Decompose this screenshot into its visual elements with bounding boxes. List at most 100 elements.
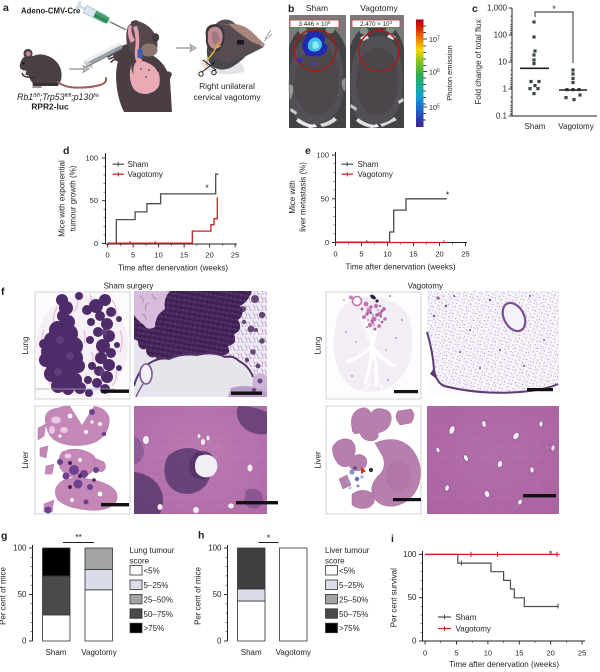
svg-text:RPR2-luc: RPR2-luc [31,102,69,112]
svg-text:Per cent of mice: Per cent of mice [0,567,8,625]
svg-text:100: 100 [316,151,329,160]
svg-text:score: score [325,557,345,566]
svg-text:*: * [205,183,209,193]
svg-text:Sham: Sham [306,3,328,13]
svg-text:Vagotomy: Vagotomy [360,3,398,13]
svg-text:0: 0 [94,239,98,248]
svg-text:Photon emission: Photon emission [445,45,454,100]
svg-text:Sham: Sham [358,160,379,169]
svg-text:15: 15 [409,250,417,259]
svg-text:1: 1 [503,85,508,94]
svg-text:**: ** [75,532,82,542]
svg-text:d: d [63,145,69,157]
svg-text:Rb1fl/fl;Trp53fl/fl;p130f/e: Rb1fl/fl;Trp53fl/fl;p130f/e [17,92,99,102]
svg-text:25: 25 [578,649,586,658]
svg-text:f: f [1,286,5,298]
svg-text:25: 25 [231,251,239,260]
svg-text:>75%: >75% [144,624,165,633]
svg-text:a: a [3,2,9,14]
svg-text:25–50%: 25–50% [144,595,173,604]
svg-text:c: c [472,3,478,15]
svg-text:100: 100 [494,31,508,40]
svg-text:2.470 × 103: 2.470 × 103 [360,20,392,28]
svg-text:score: score [130,557,150,566]
svg-text:*: * [552,4,556,14]
svg-text:e: e [305,145,311,157]
svg-text:Sham: Sham [128,160,149,169]
svg-text:Sham: Sham [46,648,67,657]
svg-text:25–50%: 25–50% [339,595,368,604]
svg-text:50: 50 [321,194,329,203]
svg-text:Sham: Sham [241,648,262,657]
svg-text:Vagotomy: Vagotomy [456,625,491,634]
svg-text:Per cent survival: Per cent survival [390,568,399,627]
svg-text:50: 50 [213,590,222,599]
svg-text:Sham: Sham [456,613,477,622]
svg-text:5–25%: 5–25% [339,581,364,590]
svg-text:50–75%: 50–75% [144,610,173,619]
svg-text:Vagotomy: Vagotomy [276,648,311,657]
svg-text:tumour growth (%): tumour growth (%) [69,165,78,231]
svg-text:Vagotomy: Vagotomy [558,122,593,131]
svg-text:3.446 × 105: 3.446 × 105 [299,20,331,28]
svg-text:*: * [549,549,553,559]
svg-text:Vagotomy: Vagotomy [408,282,443,291]
svg-text:100: 100 [208,544,222,553]
svg-text:<5%: <5% [144,567,160,576]
svg-text:Adeno-CMV-Cre: Adeno-CMV-Cre [21,7,81,16]
svg-text:Lung: Lung [21,337,30,355]
svg-text:Vagotomy: Vagotomy [81,648,116,657]
svg-text:*: * [267,533,271,543]
svg-text:i: i [391,533,394,545]
svg-text:Liver tumour: Liver tumour [325,546,370,555]
svg-text:cervical vagotomy: cervical vagotomy [193,92,261,102]
svg-text:Sham: Sham [525,122,546,131]
svg-text:10: 10 [484,649,492,658]
svg-text:<5%: <5% [339,567,355,576]
svg-text:0: 0 [333,250,337,259]
svg-text:5: 5 [454,649,458,658]
svg-text:15: 15 [180,251,188,260]
svg-text:0: 0 [423,649,427,658]
svg-text:15: 15 [515,649,523,658]
svg-text:*: * [446,190,450,200]
svg-text:50: 50 [90,196,98,205]
svg-text:5: 5 [131,251,135,260]
svg-text:20: 20 [205,251,213,260]
svg-text:Mice with exponential: Mice with exponential [58,160,67,237]
svg-text:Mice with: Mice with [288,180,297,213]
svg-text:0: 0 [22,637,27,646]
svg-text:0: 0 [325,238,329,247]
svg-text:Lung: Lung [314,337,323,355]
svg-text:Time after denervation (weeks): Time after denervation (weeks) [118,264,228,273]
svg-text:107: 107 [429,35,440,44]
svg-text:10: 10 [383,250,391,259]
svg-text:50–75%: 50–75% [339,610,368,619]
svg-text:5: 5 [359,250,363,259]
svg-text:0: 0 [412,637,417,646]
svg-text:0.1: 0.1 [496,112,508,121]
svg-text:Liver: Liver [314,451,323,469]
svg-text:25: 25 [461,250,469,259]
svg-text:Vagotomy: Vagotomy [128,170,163,179]
svg-text:50: 50 [408,593,417,602]
svg-text:50: 50 [18,590,27,599]
svg-text:Lung tumour: Lung tumour [130,546,175,555]
svg-text:5–25%: 5–25% [144,581,169,590]
svg-text:100: 100 [13,544,27,553]
svg-text:105: 105 [429,103,440,112]
svg-text:20: 20 [547,649,555,658]
svg-text:20: 20 [435,250,443,259]
svg-text:100: 100 [85,154,98,163]
svg-text:h: h [198,530,204,542]
svg-text:0: 0 [217,637,222,646]
svg-text:liver metastasis (%): liver metastasis (%) [299,162,308,232]
svg-text:>75%: >75% [339,624,360,633]
svg-text:106: 106 [429,68,440,77]
svg-text:Right unilateral: Right unilateral [199,81,255,91]
svg-text:Sham surgery: Sham surgery [104,282,154,291]
svg-text:1,000: 1,000 [487,4,508,13]
svg-text:10: 10 [154,251,162,260]
svg-text:0: 0 [106,251,110,260]
svg-text:Fold change of total flux: Fold change of total flux [474,20,483,105]
